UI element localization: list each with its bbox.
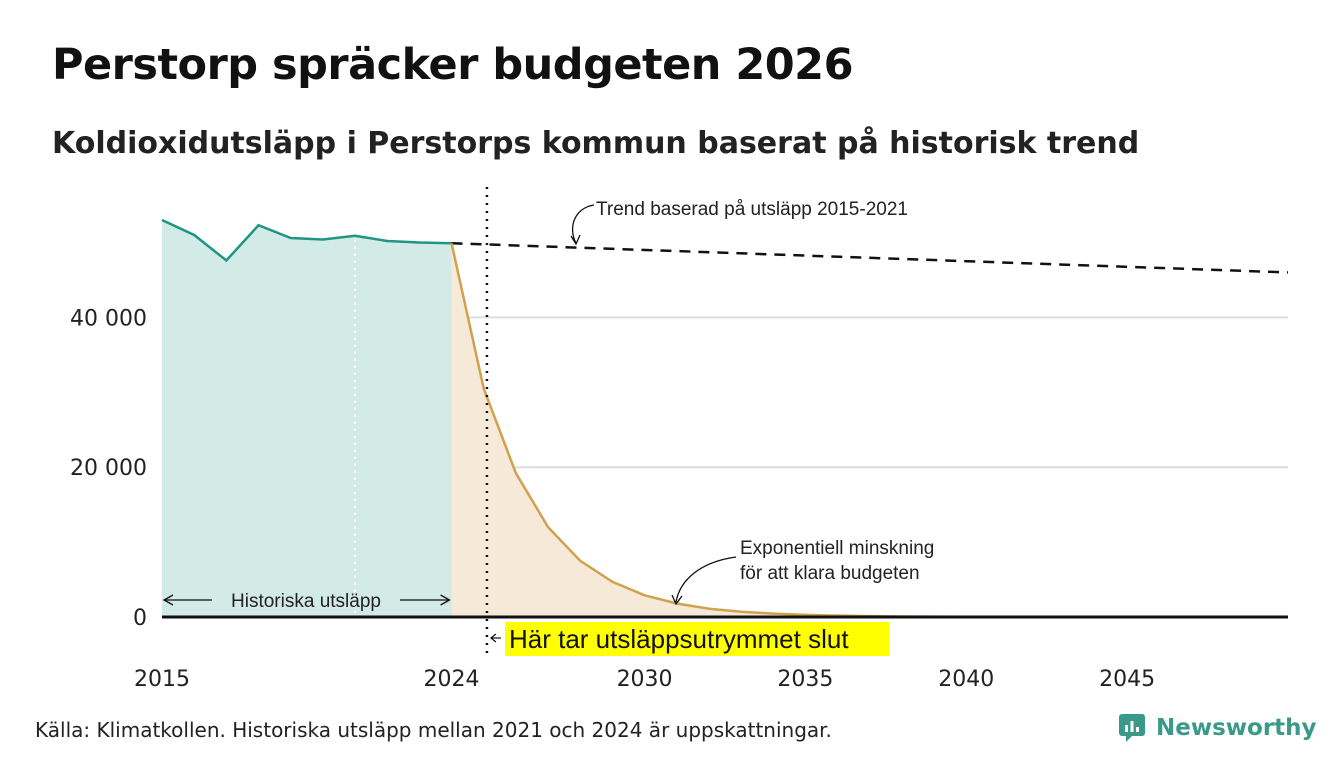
x-axis-ticks: 2015 2024 2030 2035 2040 2045 [134, 667, 1155, 692]
newsworthy-logo-icon [1119, 714, 1145, 742]
trend-line [451, 241, 1289, 274]
area-fills [162, 220, 1288, 617]
annotations: Historiska utsläpp Trend baserad på utslä… [162, 199, 934, 656]
arrowhead-right [440, 594, 451, 606]
source-note: Källa: Klimatkollen. Historiska utsläpp … [35, 718, 832, 742]
budget-area [451, 243, 1288, 617]
x-tick-label: 2045 [1099, 667, 1155, 692]
budget-end-arrowhead [489, 633, 497, 643]
y-tick-label: 20 000 [70, 456, 147, 481]
series-lines [161, 218, 1289, 619]
historical-line [161, 218, 452, 263]
emissions-chart: 0 20 000 40 000 2015 2024 2030 2035 2040 2045 H… [70, 187, 1289, 692]
trend-arrow [571, 204, 595, 244]
y-tick-label: 0 [133, 606, 147, 631]
x-tick-label: 2040 [938, 667, 994, 692]
x-tick-label: 2030 [617, 667, 673, 692]
reference-lines [354, 187, 489, 655]
exp-arrowhead [671, 594, 683, 606]
trend-arrowhead [570, 234, 581, 246]
chart-subtitle: Koldioxidutsläpp i Perstorps kommun base… [52, 126, 1140, 161]
historical-span-label: Historiska utsläpp [231, 591, 381, 612]
y-tick-label: 40 000 [70, 306, 147, 331]
x-tick-label: 2035 [777, 667, 833, 692]
exp-label-line1: Exponentiell minskning [740, 538, 934, 559]
y-axis-ticks: 0 20 000 40 000 [70, 306, 147, 631]
budget-end-label: Här tar utsläppsutrymmet slut [509, 624, 849, 654]
chart-title: Perstorp spräcker budgeten 2026 [52, 40, 854, 90]
brand-name: Newsworthy [1156, 715, 1317, 741]
trend-label: Trend baserad på utsläpp 2015-2021 [596, 199, 908, 220]
historical-area [162, 220, 452, 617]
exp-label-line2: för att klara budgeten [740, 563, 920, 584]
x-tick-label: 2015 [134, 667, 190, 692]
budget-end-highlight [505, 622, 889, 656]
arrowhead-left [162, 594, 174, 606]
x-tick-label: 2024 [424, 667, 480, 692]
exp-arrow [675, 556, 737, 603]
brand-logo[interactable]: Newsworthy [1118, 713, 1317, 743]
